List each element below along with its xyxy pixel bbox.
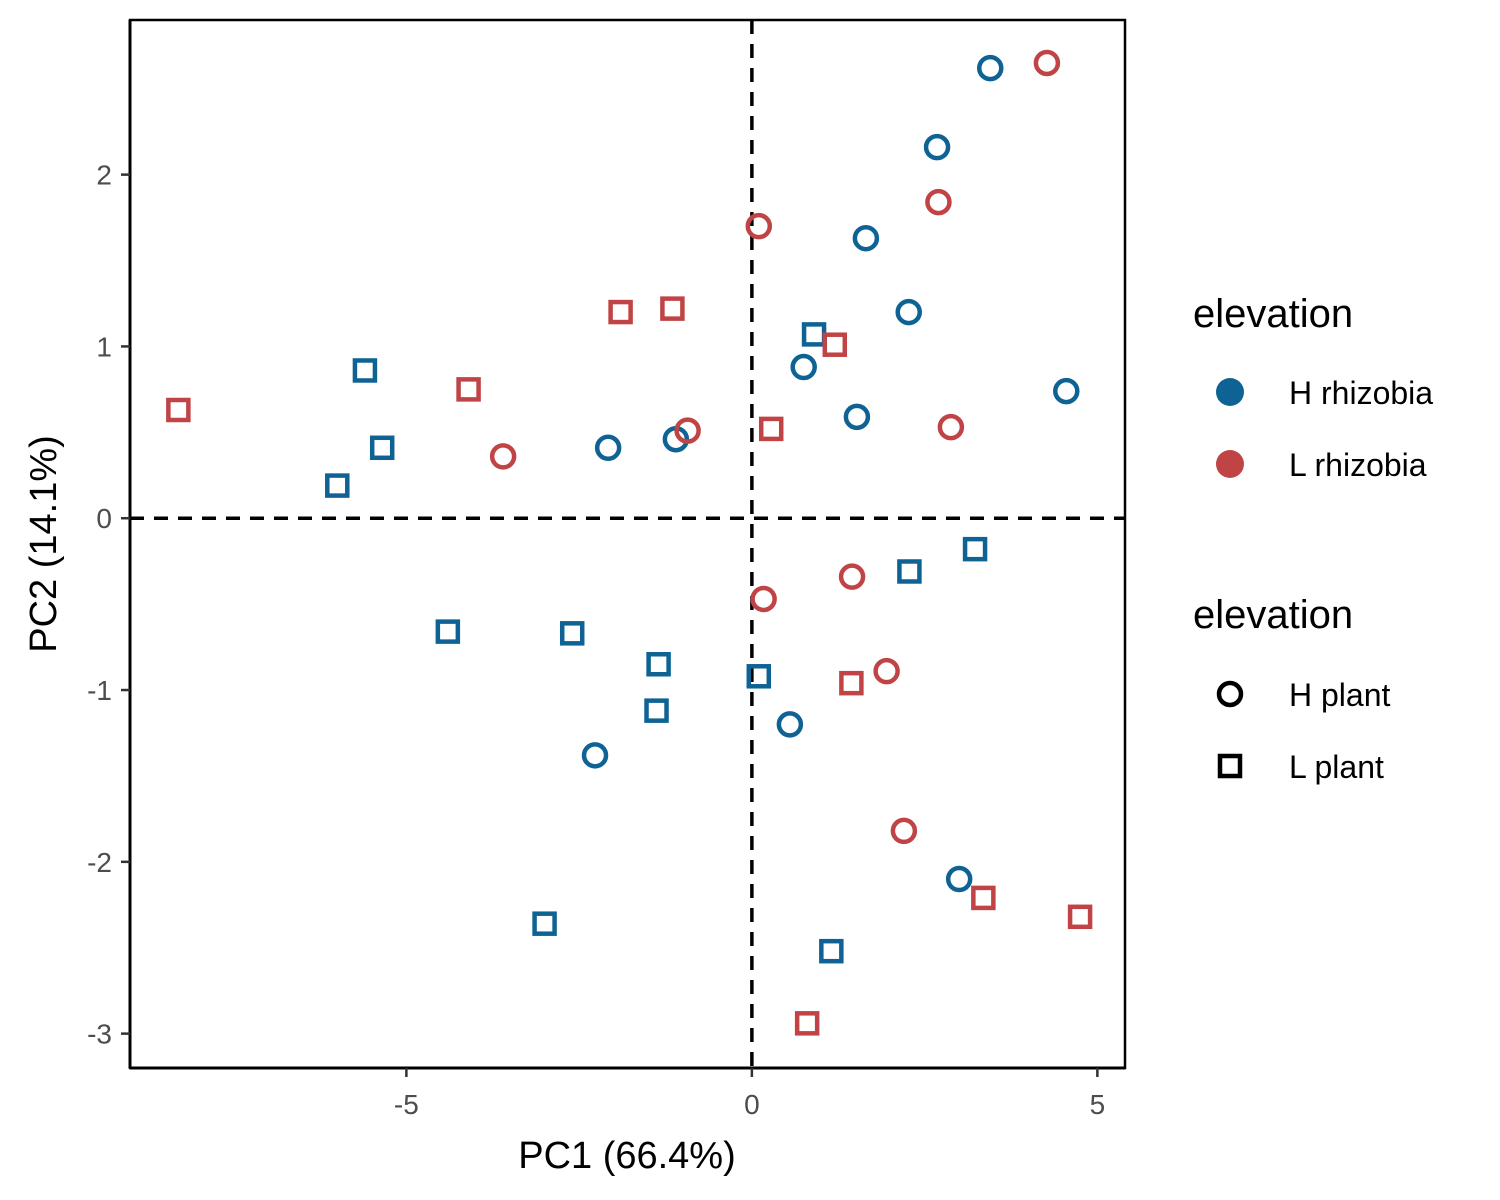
data-point-circle bbox=[489, 443, 517, 470]
legend-label: L plant bbox=[1289, 749, 1384, 785]
data-point-square bbox=[325, 473, 350, 498]
x-tick-label: -5 bbox=[394, 1089, 419, 1120]
data-point-square bbox=[822, 332, 848, 357]
data-point-square bbox=[646, 652, 671, 677]
data-point-circle bbox=[674, 417, 701, 444]
data-point-square bbox=[369, 435, 395, 461]
data-point-circle bbox=[923, 133, 951, 161]
color-legend-keys: H rhizobia L rhizobia bbox=[1216, 375, 1433, 483]
data-point-square bbox=[758, 416, 784, 442]
data-point-circle bbox=[852, 224, 880, 252]
y-tick-label: -1 bbox=[87, 675, 112, 706]
data-point-circle bbox=[838, 563, 866, 590]
x-axis-title: PC1 (66.4%) bbox=[518, 1135, 736, 1177]
data-point-square bbox=[352, 358, 378, 383]
data-point-square bbox=[746, 664, 772, 689]
data-point-circle bbox=[581, 742, 609, 769]
data-point-square bbox=[819, 938, 844, 964]
y-axis-title: PC2 (14.1%) bbox=[23, 435, 65, 653]
data-point-circle bbox=[750, 585, 777, 613]
y-tick-label: 0 bbox=[96, 503, 112, 534]
legend-key-square bbox=[1217, 753, 1243, 779]
y-tick-label: -3 bbox=[87, 1019, 112, 1050]
y-tick-label: 2 bbox=[96, 160, 112, 191]
panel-border bbox=[128, 18, 1127, 1070]
legend-label: H plant bbox=[1289, 677, 1391, 713]
data-point-square bbox=[644, 698, 669, 723]
x-tick-label: 0 bbox=[744, 1089, 760, 1120]
data-point-square bbox=[435, 619, 461, 644]
data-point-circle bbox=[1053, 377, 1080, 405]
data-point-square bbox=[962, 536, 988, 562]
color-legend-title: elevation bbox=[1193, 292, 1353, 336]
data-point-square bbox=[660, 296, 685, 321]
data-point-circle bbox=[945, 865, 973, 893]
data-point-circle bbox=[977, 54, 1004, 82]
data-point-circle bbox=[843, 403, 871, 431]
data-point-circle bbox=[594, 434, 622, 462]
data-point-square bbox=[897, 559, 922, 584]
legend-label: L rhizobia bbox=[1289, 447, 1427, 483]
shape-legend-title: elevation bbox=[1193, 593, 1353, 637]
data-point-circle bbox=[873, 657, 900, 685]
data-point-circle bbox=[790, 353, 817, 381]
data-point-circle bbox=[895, 298, 922, 326]
data-point-circle bbox=[937, 413, 965, 441]
data-point-square bbox=[532, 911, 557, 936]
legend-key-dot bbox=[1216, 378, 1244, 406]
y-tick-label: -2 bbox=[87, 847, 112, 878]
data-point-square bbox=[559, 621, 585, 646]
legend: elevation H rhizobia L rhizobia elevation… bbox=[1193, 292, 1433, 785]
data-point-square bbox=[971, 885, 996, 911]
data-point-circle bbox=[1033, 49, 1061, 77]
shape-legend-keys: H plant L plant bbox=[1216, 677, 1391, 785]
data-point-square bbox=[794, 1011, 820, 1036]
data-point-square bbox=[166, 397, 191, 423]
data-point-square bbox=[608, 299, 633, 325]
x-axis-ticks: -5 0 5 bbox=[394, 1068, 1105, 1120]
legend-key-dot bbox=[1216, 450, 1244, 478]
data-point-square bbox=[1067, 904, 1093, 930]
data-point-circle bbox=[890, 817, 918, 845]
y-axis-ticks: -3 -2 -1 0 1 2 bbox=[87, 160, 130, 1050]
data-point-circle bbox=[776, 711, 804, 738]
legend-key-circle bbox=[1216, 680, 1244, 708]
data-point-circle bbox=[925, 188, 952, 216]
data-point-square bbox=[456, 377, 481, 402]
data-points bbox=[166, 49, 1093, 1036]
legend-label: H rhizobia bbox=[1289, 375, 1433, 411]
data-point-circle bbox=[745, 212, 773, 240]
x-tick-label: 5 bbox=[1090, 1089, 1106, 1120]
y-tick-label: 1 bbox=[96, 331, 112, 362]
data-point-square bbox=[839, 670, 864, 696]
plot-panel: -5 0 5 -3 -2 -1 0 1 2 bbox=[87, 18, 1127, 1120]
